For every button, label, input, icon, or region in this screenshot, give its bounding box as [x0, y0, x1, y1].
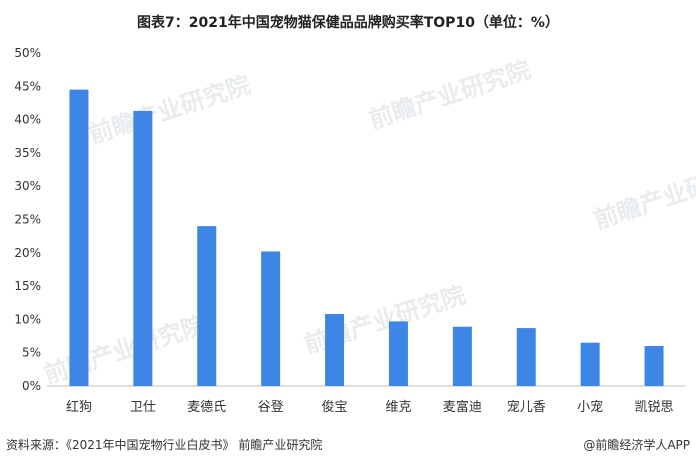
- x-tick-label: 麦德氏: [187, 400, 226, 415]
- bar-chart: 0% 5% 10% 15% 20% 25% 30% 35% 40% 45% 50% 红狗 卫仕 麦德氏 谷登…: [14, 46, 686, 415]
- y-tick-label: 15%: [14, 279, 41, 293]
- x-tick-label: 凯锐思: [635, 400, 674, 415]
- x-tick-label: 谷登: [258, 400, 284, 415]
- bar: [388, 321, 408, 386]
- x-tick-label: 维克: [385, 400, 411, 415]
- x-tick-label: 小宠: [577, 399, 603, 415]
- source-note: 资料来源：《2021年中国宠物行业白皮书》 前瞻产业研究院: [6, 438, 323, 452]
- x-tick-label: 俊宝: [322, 400, 348, 415]
- y-tick-label: 30%: [14, 179, 41, 193]
- bar: [452, 326, 472, 386]
- y-tick-label: 5%: [22, 346, 41, 360]
- bar: [69, 89, 89, 386]
- bar: [580, 342, 600, 386]
- y-tick-label: 50%: [14, 46, 41, 60]
- x-tick-label: 卫仕: [130, 400, 156, 415]
- bar: [644, 346, 664, 386]
- y-tick-label: 45%: [14, 79, 41, 93]
- bar: [197, 226, 217, 386]
- y-tick-label: 40%: [14, 113, 41, 127]
- y-tick-label: 0%: [22, 379, 41, 393]
- bar: [516, 328, 536, 386]
- chart-title: 图表7：2021年中国宠物猫保健品品牌购买率TOP10（单位：%）: [137, 15, 559, 31]
- x-tick-label: 红狗: [66, 399, 92, 415]
- bar: [325, 314, 345, 386]
- x-tick-label: 宠儿香: [507, 399, 546, 415]
- footer: 资料来源：《2021年中国宠物行业白皮书》 前瞻产业研究院 @前瞻经济学人APP: [6, 436, 690, 456]
- credit-note: @前瞻经济学人APP: [583, 438, 690, 452]
- bar: [133, 110, 153, 386]
- y-tick-label: 20%: [14, 246, 41, 260]
- y-tick-label: 10%: [14, 312, 41, 326]
- x-tick-label: 麦富迪: [443, 399, 482, 415]
- y-tick-label: 25%: [14, 213, 41, 227]
- bar: [261, 251, 281, 386]
- y-tick-label: 35%: [14, 146, 41, 160]
